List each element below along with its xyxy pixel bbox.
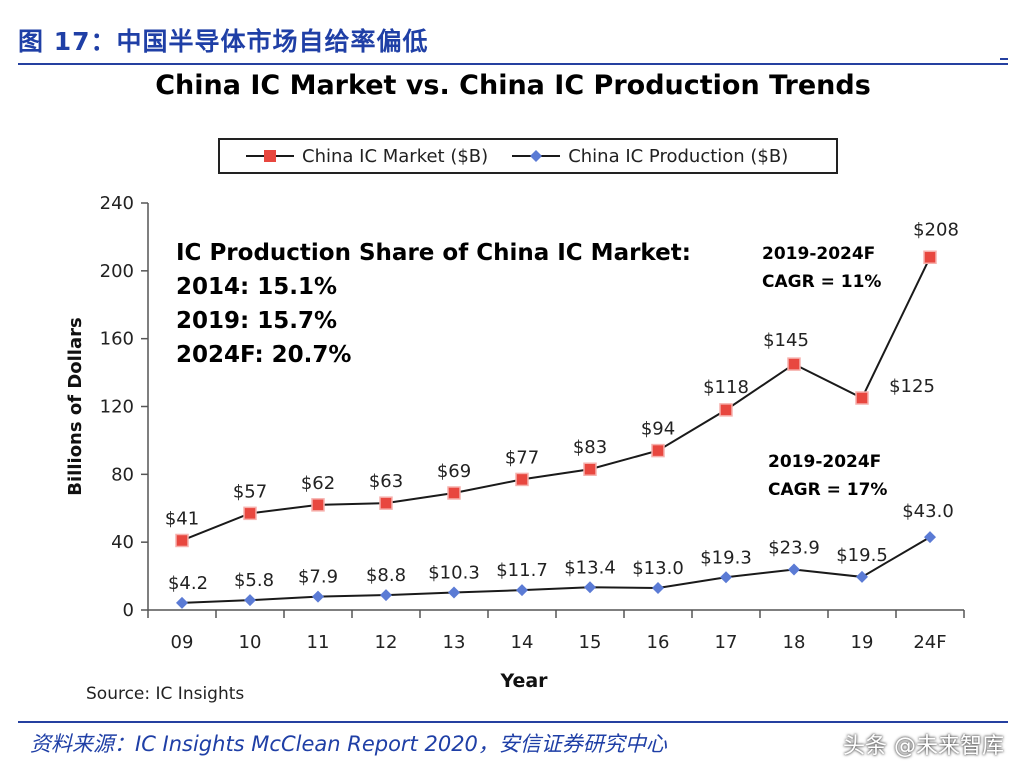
market-data-label: $145 <box>763 330 809 351</box>
market-cagr-period: 2019-2024F <box>762 244 876 264</box>
y-tick-label: 200 <box>100 261 134 282</box>
market-point <box>583 462 597 476</box>
production-data-label: $4.2 <box>168 573 208 594</box>
legend-item-production: China IC Production ($B) <box>512 146 788 167</box>
production-data-label: $8.8 <box>366 565 406 586</box>
legend-market-swatch <box>246 150 294 162</box>
production-point <box>856 570 868 583</box>
legend-market-label: China IC Market ($B) <box>302 145 489 167</box>
x-tick-label: 18 <box>783 632 806 653</box>
market-point <box>515 472 529 487</box>
production-point <box>584 581 596 594</box>
production-data-label: $23.9 <box>768 537 820 558</box>
market-data-label: $208 <box>913 219 959 240</box>
production-data-label: $5.8 <box>234 570 274 591</box>
watermark: 头条 @未来智库 <box>843 734 1004 759</box>
market-data-label: $41 <box>165 508 199 529</box>
y-tick-label: 120 <box>100 397 134 418</box>
production-point <box>652 581 664 594</box>
share-2024f: 2024F: 20.7% <box>176 342 352 368</box>
market-data-label: $125 <box>889 376 935 397</box>
x-tick-label: 17 <box>715 632 738 653</box>
market-data-label: $94 <box>641 419 675 440</box>
y-tick-label: 80 <box>111 464 134 485</box>
share-title: IC Production Share of China IC Market: <box>176 240 691 266</box>
market-point <box>243 506 257 521</box>
market-point <box>175 533 189 548</box>
share-2014: 2014: 15.1% <box>176 274 338 300</box>
production-data-label: $7.9 <box>298 567 338 588</box>
production-point <box>448 586 460 599</box>
y-tick-label: 240 <box>100 193 134 214</box>
market-cagr-annotation: 2019-2024F CAGR = 11% <box>762 240 881 296</box>
production-data-label: $19.5 <box>836 545 888 566</box>
production-data-label: $19.3 <box>700 547 752 568</box>
market-point <box>447 486 461 500</box>
market-data-label: $118 <box>703 377 749 398</box>
market-point <box>311 498 325 512</box>
market-point <box>719 403 733 417</box>
production-point <box>516 584 528 597</box>
production-data-label: $43.0 <box>902 501 954 522</box>
x-tick-label: 09 <box>171 632 194 653</box>
x-tick-label: 13 <box>443 632 466 653</box>
market-data-label: $83 <box>573 437 607 458</box>
source-note: Source: IC Insights <box>86 684 245 704</box>
production-cagr-annotation: 2019-2024F CAGR = 17% <box>768 448 887 504</box>
legend-production-label: China IC Production ($B) <box>568 145 789 167</box>
production-point <box>720 571 732 584</box>
market-point <box>923 250 937 265</box>
production-point <box>380 589 392 602</box>
market-data-label: $62 <box>301 473 335 494</box>
production-point <box>924 531 936 544</box>
x-tick-label: 12 <box>375 632 398 653</box>
production-point <box>176 596 188 609</box>
market-cagr-value: CAGR = 11% <box>762 272 882 292</box>
market-point <box>379 496 393 510</box>
production-cagr-value: CAGR = 17% <box>768 480 888 500</box>
x-tick-label: 16 <box>647 632 670 653</box>
x-tick-label: 10 <box>239 632 262 653</box>
production-point <box>312 590 324 603</box>
x-axis-label: Year <box>499 670 548 692</box>
production-point <box>788 563 800 576</box>
y-axis-label: Billions of Dollars <box>65 317 86 495</box>
x-tick-label: 15 <box>579 632 602 653</box>
y-tick-label: 0 <box>123 600 134 621</box>
legend-item-market: China IC Market ($B) <box>246 146 488 167</box>
x-tick-label: 14 <box>511 632 534 653</box>
market-point <box>855 391 869 405</box>
header-divider-mark <box>1000 58 1008 60</box>
chart-title: China IC Market vs. China IC Production … <box>155 70 871 101</box>
market-series-line <box>181 256 931 542</box>
production-data-label: $13.0 <box>632 558 684 579</box>
market-point <box>651 443 665 458</box>
market-point <box>787 357 801 371</box>
x-tick-label: 11 <box>307 632 330 653</box>
share-2019: 2019: 15.7% <box>176 308 338 334</box>
legend-production-swatch <box>512 150 561 162</box>
footer-citation: 资料来源：IC Insights McClean Report 2020，安信证… <box>30 732 667 756</box>
y-tick-label: 40 <box>111 532 134 553</box>
production-share-annotation: IC Production Share of China IC Market: … <box>176 236 691 372</box>
production-cagr-period: 2019-2024F <box>768 452 882 472</box>
x-tick-label: 24F <box>913 632 946 653</box>
figure-header: 图 17：中国半导体市场自给率偏低 <box>18 27 429 56</box>
market-data-label: $57 <box>233 481 267 502</box>
production-data-label: $10.3 <box>428 563 480 584</box>
production-series-line <box>181 536 931 604</box>
footer-divider <box>18 721 1008 723</box>
x-tick-label: 19 <box>851 632 874 653</box>
chart-legend: China IC Market ($B) China IC Production… <box>218 138 838 174</box>
production-point <box>244 594 256 607</box>
production-data-label: $13.4 <box>564 557 616 578</box>
market-data-label: $77 <box>505 447 539 468</box>
market-data-label: $63 <box>369 471 403 492</box>
y-tick-label: 160 <box>100 329 134 350</box>
header-divider <box>18 63 1008 65</box>
production-data-label: $11.7 <box>496 560 548 581</box>
market-data-label: $69 <box>437 461 471 482</box>
